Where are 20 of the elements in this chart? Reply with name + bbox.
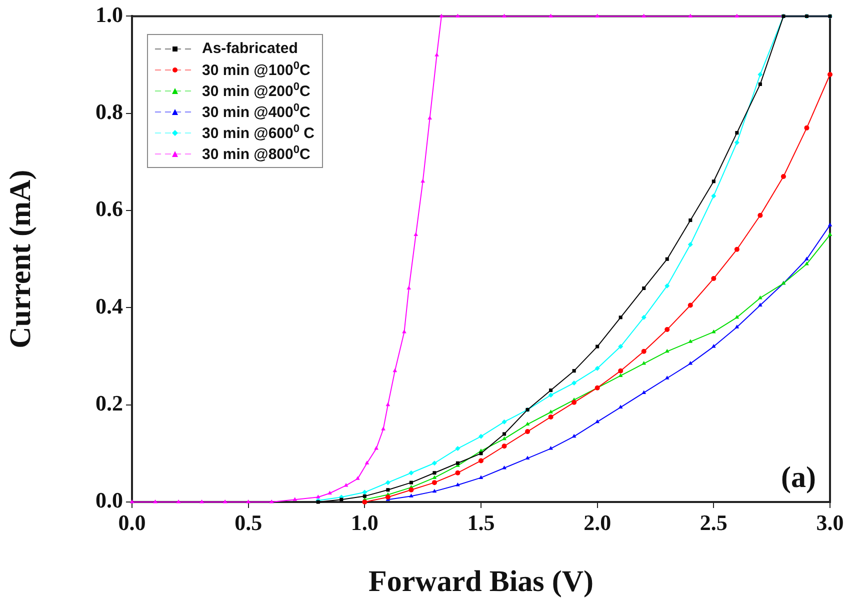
- annotation: (a): [781, 460, 816, 494]
- legend-label: 30 min @200$^{0}$C: [202, 81, 310, 100]
- x-tick-label: 2.0: [584, 510, 612, 535]
- x-axis-title: Forward Bias (V): [368, 564, 594, 598]
- x-tick-label: 3.0: [816, 510, 844, 535]
- x-tick-label: 2.5: [700, 510, 728, 535]
- x-tick-label: 1.0: [350, 510, 378, 535]
- x-tick-label: 0.5: [234, 510, 262, 535]
- y-tick-label: 0.4: [96, 293, 123, 318]
- x-tick-label: 1.5: [467, 510, 495, 535]
- y-tick-label: 0.2: [96, 390, 123, 416]
- legend-label: 30 min @600$^{0}$ C: [202, 123, 314, 142]
- legend-label: 30 min @400$^{0}$C: [202, 102, 310, 121]
- y-tick-label: 0.6: [96, 196, 123, 222]
- y-axis-title: Current (mA): [4, 170, 37, 348]
- legend-label: 30 min @100$^{0}$C: [202, 60, 310, 79]
- y-tick-label: 0.8: [96, 99, 123, 124]
- legend-label: As-fabricated: [202, 40, 298, 57]
- y-tick-label: 1.0: [96, 2, 123, 27]
- legend-label: 30 min @800$^{0}$C: [202, 144, 310, 163]
